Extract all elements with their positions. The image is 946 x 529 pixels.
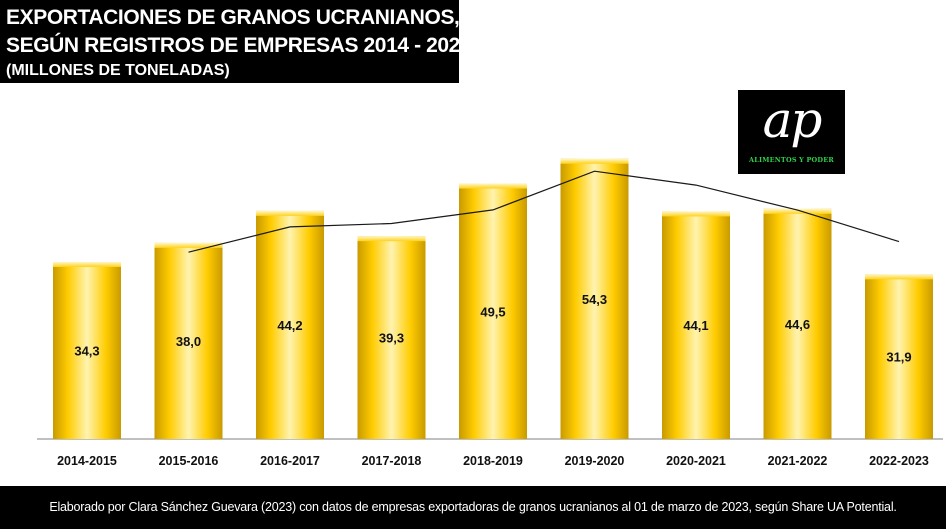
x-tick-labels-layer: 2014-2015 2015-2016 2016-2017 2017-2018 2018… xyxy=(57,454,929,468)
bar-body xyxy=(865,274,933,439)
bar-2021-2022 xyxy=(763,208,832,439)
value-label-2019-2020: 54,3 xyxy=(582,292,607,307)
bar-cap xyxy=(865,274,933,280)
bar-2016-2017 xyxy=(256,210,324,439)
bar-cap xyxy=(459,183,527,189)
x-tick-label-2018-2019: 2018-2019 xyxy=(463,454,523,468)
bar-body xyxy=(53,261,121,439)
title-box: EXPORTACIONES DE GRANOS UCRANIANOS, SEGÚ… xyxy=(0,0,472,83)
bar-body xyxy=(459,183,527,439)
bar-2018-2019 xyxy=(459,183,527,439)
x-tick-label-2016-2017: 2016-2017 xyxy=(260,454,320,468)
value-label-2022-2023: 31,9 xyxy=(886,350,911,365)
bar-cap xyxy=(763,208,832,214)
value-label-2017-2018: 39,3 xyxy=(379,331,404,346)
bar-body xyxy=(154,242,223,439)
logo-tagline: ALIMENTOS Y PODER xyxy=(748,156,835,164)
bar-2019-2020 xyxy=(560,158,629,440)
bar-cap xyxy=(256,210,324,216)
bar-cap xyxy=(53,261,121,267)
ap-logo-icon: ap ALIMENTOS Y PODER xyxy=(738,90,845,174)
bar-2020-2021 xyxy=(662,211,730,439)
value-label-2018-2019: 49,5 xyxy=(480,304,505,319)
value-label-2021-2022: 44,6 xyxy=(785,317,810,332)
bar-2022-2023 xyxy=(865,274,933,439)
chart-title-line-1: EXPORTACIONES DE GRANOS UCRANIANOS, xyxy=(6,6,460,29)
x-tick-label-2021-2022: 2021-2022 xyxy=(768,454,828,468)
value-labels-layer: 34,3 38,0 44,2 39,3 49,5 54,3 44,1 44,6 31,9 xyxy=(74,292,911,365)
x-tick-label-2017-2018: 2017-2018 xyxy=(362,454,422,468)
source-footer: Elaborado por Clara Sánchez Guevara (202… xyxy=(0,486,946,529)
bar-2015-2016 xyxy=(154,242,223,439)
value-label-2020-2021: 44,1 xyxy=(683,318,708,333)
bar-cap xyxy=(662,211,730,217)
bar-cap xyxy=(560,158,629,164)
x-tick-label-2022-2023: 2022-2023 xyxy=(869,454,929,468)
bar-body xyxy=(662,211,730,439)
bar-chart: 34,3 38,0 44,2 39,3 49,5 54,3 44,1 44,6 31,9 201… xyxy=(37,158,943,468)
bar-2014-2015 xyxy=(53,261,121,439)
x-tick-label-2015-2016: 2015-2016 xyxy=(159,454,219,468)
x-tick-label-2020-2021: 2020-2021 xyxy=(666,454,726,468)
trend-line xyxy=(188,170,900,253)
logo-mark: ap xyxy=(762,91,823,149)
bar-cap xyxy=(154,242,223,248)
value-label-2015-2016: 38,0 xyxy=(176,334,201,349)
value-label-2016-2017: 44,2 xyxy=(277,318,302,333)
x-tick-label-2014-2015: 2014-2015 xyxy=(57,454,117,468)
bar-body xyxy=(256,210,324,439)
chart-title-line-2: SEGÚN REGISTROS DE EMPRESAS 2014 - 2022 xyxy=(6,34,472,57)
bar-2017-2018 xyxy=(357,236,426,439)
bar-body xyxy=(560,158,629,440)
bar-body xyxy=(357,236,426,439)
source-note: Elaborado por Clara Sánchez Guevara (202… xyxy=(49,500,897,514)
chart-subtitle-units: (MILLONES DE TONELADAS) xyxy=(6,62,230,79)
value-label-2014-2015: 34,3 xyxy=(74,343,99,358)
bar-body xyxy=(763,208,832,439)
bars-layer xyxy=(53,158,933,440)
bar-cap xyxy=(357,236,426,242)
x-tick-label-2019-2020: 2019-2020 xyxy=(565,454,625,468)
